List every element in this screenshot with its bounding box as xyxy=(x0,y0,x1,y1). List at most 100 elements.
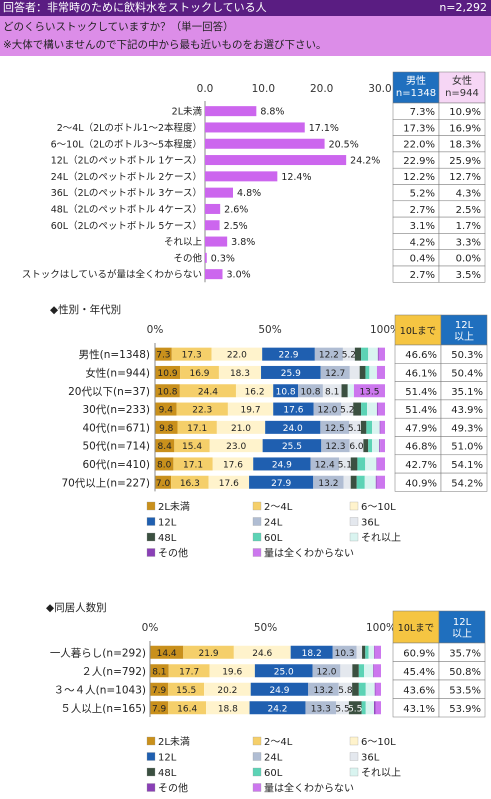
segment-label: 18.3 xyxy=(230,369,250,379)
legend-swatch xyxy=(349,517,359,526)
segment-label: 8.0 xyxy=(157,460,172,470)
segment-label: 8.1 xyxy=(325,387,339,397)
legend-label: 36L xyxy=(361,753,380,764)
table-value: 43.9% xyxy=(451,405,483,416)
segment-label: 22.0 xyxy=(227,351,247,361)
bar-segment xyxy=(375,682,381,696)
bar-segment xyxy=(209,439,263,453)
legend-swatch xyxy=(146,517,156,526)
segment-label: 12.2 xyxy=(319,351,339,361)
question-box: どのくらいストックしていますか？（単一回答） ※大体で構いませんので下記の中から… xyxy=(0,16,491,56)
bar-segment xyxy=(227,402,274,416)
category-label: 30代(n=233) xyxy=(82,404,150,416)
header-bar: 回答者：非常時のために飲料水をストックしている人 n=2,292 xyxy=(0,0,491,16)
bar-segment xyxy=(349,420,361,434)
bar-segment xyxy=(174,439,210,453)
axis-tick-label: 50% xyxy=(254,622,277,634)
bar-segment xyxy=(374,645,375,659)
bar-segment xyxy=(374,682,376,696)
bar-segment xyxy=(320,365,350,379)
bar-segment xyxy=(262,347,315,361)
bar-segment xyxy=(376,457,385,471)
table-value: 60.9% xyxy=(403,648,435,659)
table-value: 47.9% xyxy=(405,423,437,434)
bar-segment xyxy=(365,682,375,696)
bar-segment xyxy=(211,347,263,361)
bar-segment xyxy=(376,365,385,379)
bar-segment xyxy=(250,682,309,696)
segment-label: 12.0 xyxy=(316,667,336,677)
segment-label: 16.9 xyxy=(189,369,209,379)
segment-label: 8.1 xyxy=(152,667,166,677)
category-label: ５人以上(n=165) xyxy=(60,703,146,715)
bar-segment xyxy=(233,645,291,659)
table-header-cell xyxy=(392,71,440,104)
bar-segment xyxy=(358,682,366,696)
bar-segment xyxy=(320,420,350,434)
legend-swatch xyxy=(252,752,262,761)
segment-label: 9.8 xyxy=(159,424,174,434)
category-label: ストックはしているが量は全くわからない xyxy=(22,269,202,281)
legend-label: 24L xyxy=(264,753,283,764)
bar-segment xyxy=(310,457,339,471)
value-label: 8.8% xyxy=(260,107,284,118)
segment-label: 10.9 xyxy=(158,369,178,379)
bar-segment xyxy=(348,701,362,715)
legend-swatch xyxy=(252,736,262,746)
segment-label: 19.7 xyxy=(241,406,261,416)
table-value: 22.9% xyxy=(403,156,435,167)
category-label: 36L（2Lのペットボトル 3ケース） xyxy=(51,187,202,199)
legend-swatch xyxy=(252,767,262,777)
category-label: ３～４人(n=1043) xyxy=(54,684,146,696)
bar-segment xyxy=(321,439,350,453)
legend-label: 6～10L xyxy=(361,502,396,513)
value-label: 20.5% xyxy=(329,139,359,150)
table-cell xyxy=(438,698,486,718)
bar-segment xyxy=(338,682,353,696)
segment-label: 17.6 xyxy=(223,460,243,470)
bar-segment xyxy=(249,701,306,715)
segment-label: 17.7 xyxy=(179,667,199,677)
bar-segment xyxy=(375,475,377,489)
bar-segment xyxy=(168,682,205,696)
bar-segment xyxy=(342,347,355,361)
value-label: 3.8% xyxy=(231,237,255,248)
category-label: その他 xyxy=(173,252,202,264)
segment-label: 13.2 xyxy=(313,686,333,696)
respondent-count: n=2,292 xyxy=(439,1,487,14)
table-value: 51.4% xyxy=(405,405,437,416)
axis-tick-label: 0% xyxy=(147,324,164,336)
segment-label: 21.9 xyxy=(199,649,219,659)
segment-label: 12.4 xyxy=(315,460,335,470)
bar-segment xyxy=(356,475,365,489)
table-value: 43.6% xyxy=(403,685,435,696)
respondents-text: 回答者：非常時のために飲料水をストックしている人 xyxy=(3,1,267,14)
x-tick-label: 20.0 xyxy=(310,83,333,95)
segment-label: 5.8 xyxy=(338,686,353,696)
bar-segment xyxy=(365,645,369,659)
table-value: 10.9% xyxy=(449,107,481,118)
table-header-cell xyxy=(440,314,488,346)
bar-segment xyxy=(312,664,341,678)
table-header-text: n=944 xyxy=(445,88,479,99)
bar-segment xyxy=(290,645,333,659)
bar-segment xyxy=(313,475,344,489)
segment-label: 13.2 xyxy=(318,479,338,489)
bar-segment xyxy=(171,475,209,489)
legend-swatch xyxy=(349,736,359,746)
bar-segment xyxy=(350,457,358,471)
legend-label: 2～4L xyxy=(264,502,293,513)
bar-segment xyxy=(339,457,351,471)
bar-segment xyxy=(168,664,210,678)
bar-segment xyxy=(249,475,314,489)
bar-segment xyxy=(308,682,339,696)
category-label: 12L（2Lのペットボトル 1ケース） xyxy=(51,155,202,167)
table-value: 54.2% xyxy=(451,478,483,489)
segment-label: 5.2 xyxy=(340,406,354,416)
category-label: 24L（2Lのペットボトル 2ケース） xyxy=(51,171,202,183)
bar-segment xyxy=(377,402,385,416)
axis-tick-label: 100% xyxy=(370,324,400,336)
category-label: 70代以上(n=227) xyxy=(61,477,150,489)
table-value: 7.3% xyxy=(410,107,435,118)
bar-segment xyxy=(204,682,251,696)
